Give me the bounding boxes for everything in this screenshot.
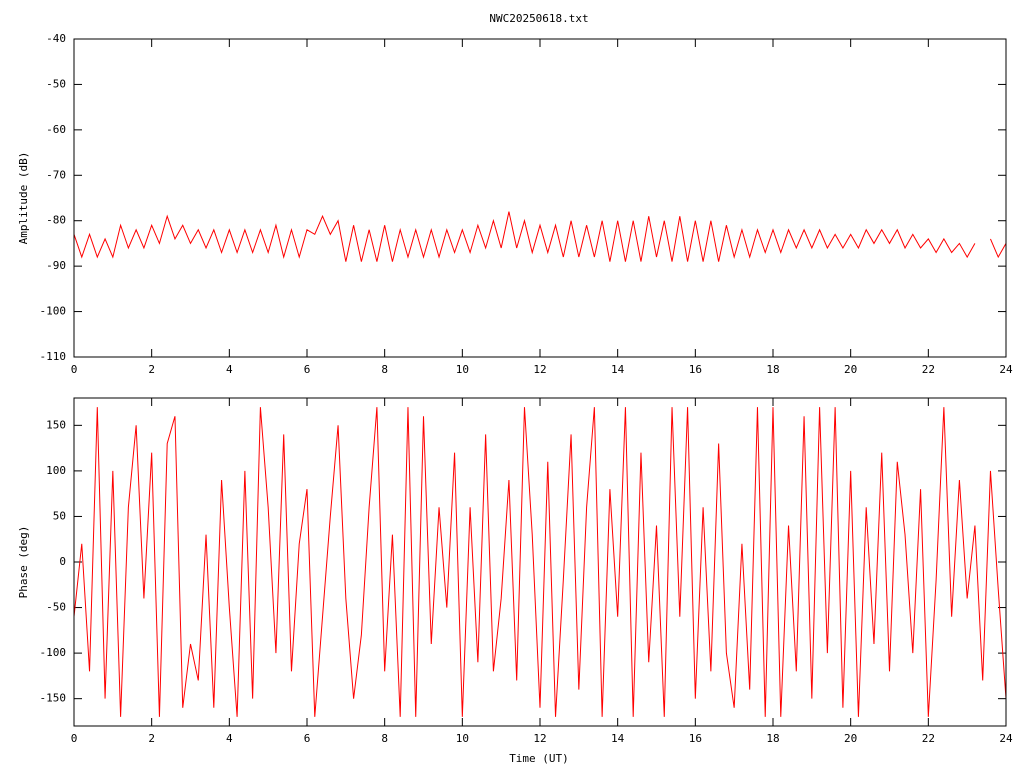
x-axis-label: Time (UT) [509, 752, 569, 765]
x-tick-label: 22 [922, 732, 935, 745]
x-tick-label: 20 [844, 363, 857, 376]
x-tick-label: 0 [71, 732, 78, 745]
x-tick-label: 18 [766, 732, 779, 745]
y-tick-label: -150 [40, 692, 67, 705]
y-tick-label: 100 [46, 464, 66, 477]
data-line [73, 407, 1007, 717]
y-tick-label: -100 [40, 646, 67, 659]
x-tick-label: 16 [689, 363, 702, 376]
x-tick-label: 14 [611, 363, 625, 376]
x-tick-label: 10 [456, 732, 469, 745]
y-axis-label: Phase (deg) [17, 526, 30, 599]
y-tick-label: 0 [59, 555, 66, 568]
x-tick-label: 12 [533, 363, 546, 376]
x-tick-label: 12 [533, 732, 546, 745]
y-tick-label: -50 [46, 77, 66, 90]
y-tick-label: -110 [40, 350, 67, 363]
y-tick-label: 50 [53, 509, 66, 522]
x-tick-label: 6 [304, 732, 311, 745]
x-tick-label: 18 [766, 363, 779, 376]
y-tick-label: -100 [40, 305, 67, 318]
x-tick-label: 24 [999, 363, 1013, 376]
x-tick-label: 16 [689, 732, 702, 745]
x-tick-label: 4 [226, 732, 233, 745]
plot-frame [73, 397, 1007, 727]
x-tick-label: 4 [226, 363, 233, 376]
y-axis-label: Amplitude (dB) [17, 152, 30, 245]
x-tick-label: 0 [71, 363, 78, 376]
x-tick-label: 20 [844, 732, 857, 745]
y-tick-label: -50 [46, 601, 66, 614]
y-tick-label: -40 [46, 32, 66, 45]
x-tick-label: 8 [381, 363, 388, 376]
x-tick-label: 2 [148, 363, 155, 376]
x-tick-label: 24 [999, 732, 1013, 745]
x-tick-label: 14 [611, 732, 625, 745]
x-tick-label: 10 [456, 363, 469, 376]
y-tick-label: -70 [46, 168, 66, 181]
y-tick-label: -60 [46, 123, 66, 136]
x-tick-label: 22 [922, 363, 935, 376]
data-line [73, 211, 976, 262]
y-tick-label: -80 [46, 214, 66, 227]
plot-frame [73, 38, 1007, 358]
x-tick-label: 8 [381, 732, 388, 745]
y-tick-label: -90 [46, 259, 66, 272]
y-tick-label: 150 [46, 418, 66, 431]
x-tick-label: 6 [304, 363, 311, 376]
chart-title: NWC20250618.txt [489, 12, 588, 25]
data-line [990, 238, 1007, 259]
x-tick-label: 2 [148, 732, 155, 745]
